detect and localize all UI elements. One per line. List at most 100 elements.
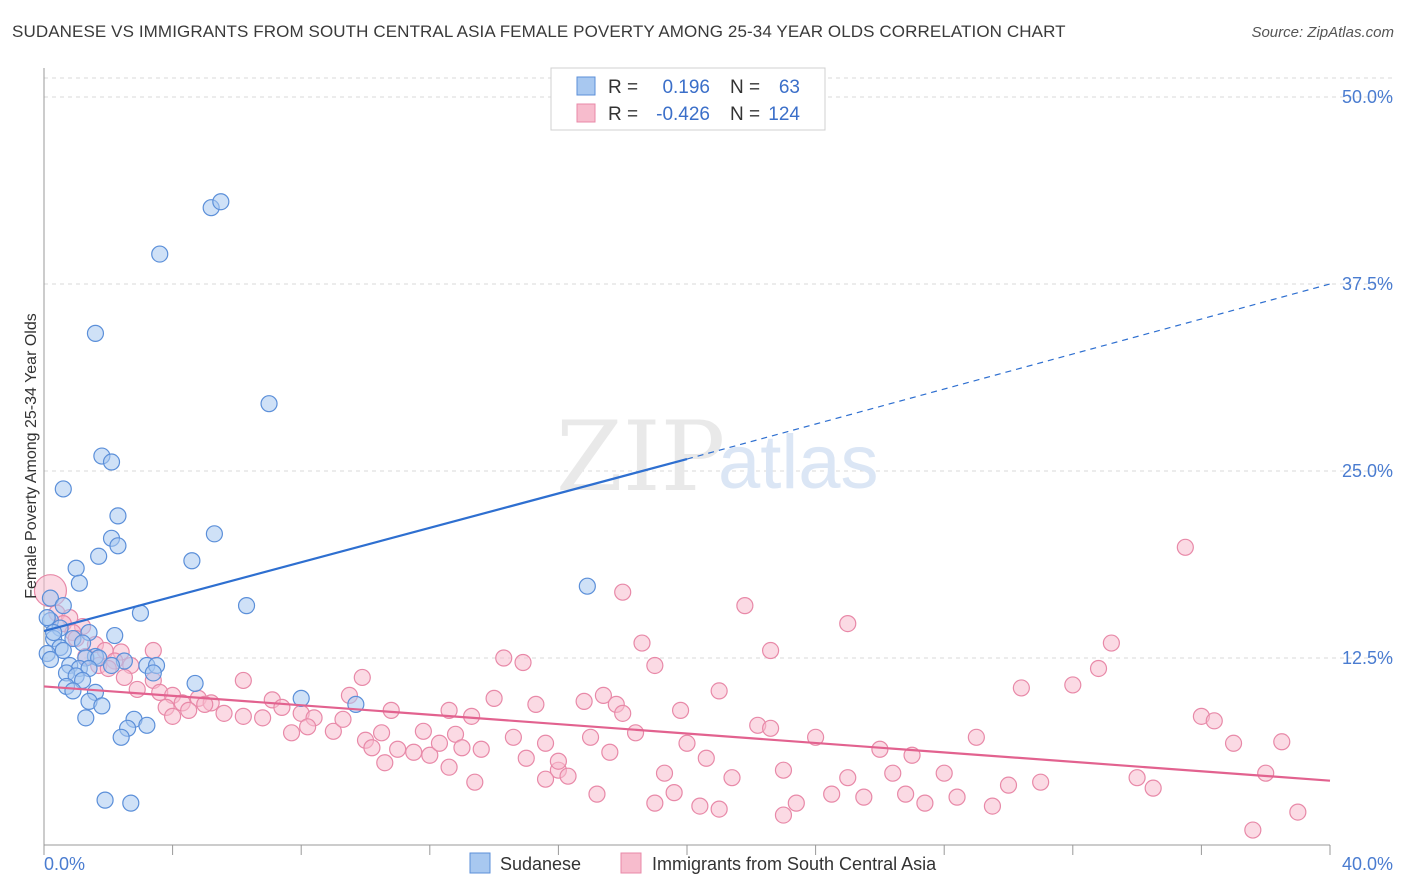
legend-swatch-pink bbox=[576, 103, 596, 123]
point-immigrants bbox=[1032, 773, 1050, 791]
point-immigrants bbox=[514, 653, 532, 672]
point-sudanese bbox=[77, 709, 95, 727]
point-sudanese bbox=[41, 589, 60, 607]
point-sudanese bbox=[138, 716, 156, 734]
point-immigrants bbox=[472, 740, 490, 758]
y-tick-label: 37.5% bbox=[1342, 274, 1393, 294]
point-immigrants bbox=[495, 649, 513, 667]
point-immigrants bbox=[678, 734, 696, 752]
point-sudanese bbox=[90, 547, 108, 565]
point-sudanese bbox=[186, 674, 204, 693]
point-immigrants bbox=[935, 764, 953, 782]
point-immigrants bbox=[376, 754, 394, 772]
point-immigrants bbox=[967, 728, 985, 746]
point-sudanese bbox=[64, 682, 82, 700]
point-immigrants bbox=[774, 806, 793, 824]
point-sudanese bbox=[54, 480, 72, 498]
point-sudanese bbox=[102, 656, 121, 675]
point-immigrants bbox=[671, 701, 690, 719]
bottom-legend-swatch-sudanese bbox=[469, 852, 491, 874]
point-immigrants bbox=[549, 752, 568, 770]
point-immigrants bbox=[871, 740, 889, 758]
trend-line-sudanese bbox=[43, 457, 688, 633]
point-immigrants bbox=[691, 797, 709, 815]
x-tick-label: 0.0% bbox=[44, 854, 85, 874]
legend-r-value-2: -0.426 bbox=[656, 104, 710, 125]
point-immigrants bbox=[363, 739, 381, 757]
point-immigrants bbox=[646, 656, 664, 675]
bottom-legend-swatch-immigrants bbox=[620, 852, 642, 874]
point-immigrants bbox=[128, 680, 146, 699]
point-immigrants bbox=[405, 743, 423, 761]
legend-n-value-2: 124 bbox=[768, 104, 800, 125]
point-immigrants bbox=[575, 692, 593, 710]
point-sudanese bbox=[144, 664, 162, 682]
point-sudanese bbox=[112, 728, 130, 746]
point-immigrants bbox=[440, 758, 458, 776]
point-sudanese bbox=[67, 559, 85, 577]
point-sudanese bbox=[38, 609, 56, 627]
point-immigrants bbox=[115, 668, 133, 687]
point-immigrants bbox=[353, 668, 371, 687]
point-immigrants bbox=[710, 682, 728, 700]
legend-r-label-1: R = bbox=[608, 77, 638, 98]
point-immigrants bbox=[1102, 634, 1120, 652]
point-immigrants bbox=[723, 769, 741, 787]
point-sudanese bbox=[205, 525, 223, 543]
point-immigrants bbox=[806, 728, 825, 746]
point-sudanese bbox=[106, 626, 124, 645]
point-immigrants bbox=[527, 695, 545, 713]
point-immigrants bbox=[254, 709, 272, 727]
point-immigrants bbox=[1128, 769, 1146, 787]
point-immigrants bbox=[839, 614, 857, 633]
point-sudanese bbox=[54, 641, 72, 660]
watermark-zip: ZIP bbox=[556, 401, 725, 513]
legend-r-value-1: 0.196 bbox=[662, 77, 710, 98]
point-sudanese bbox=[102, 453, 121, 471]
gridlines bbox=[44, 77, 1395, 659]
point-sudanese bbox=[109, 507, 127, 525]
trend-lines bbox=[43, 283, 1331, 782]
y-tick-labels: 12.5% 25.0% 37.5% 50.0% bbox=[1342, 87, 1393, 668]
point-sudanese bbox=[41, 650, 60, 669]
point-immigrants bbox=[485, 689, 503, 707]
y-tick-label: 50.0% bbox=[1342, 87, 1393, 107]
legend-swatch-blue bbox=[576, 76, 596, 96]
data-points bbox=[33, 193, 1307, 839]
point-immigrants bbox=[983, 797, 1002, 815]
y-tick-label: 25.0% bbox=[1342, 461, 1393, 481]
point-immigrants bbox=[215, 704, 233, 722]
point-sudanese bbox=[237, 597, 256, 615]
point-immigrants bbox=[324, 722, 342, 740]
point-sudanese bbox=[70, 574, 88, 592]
trend-line-sudanese-extrapolated bbox=[686, 283, 1331, 460]
point-immigrants bbox=[581, 728, 600, 746]
point-immigrants bbox=[655, 764, 674, 782]
axes bbox=[43, 68, 1331, 855]
point-immigrants bbox=[710, 800, 728, 818]
point-immigrants bbox=[1289, 803, 1307, 821]
point-sudanese bbox=[212, 193, 230, 211]
point-immigrants bbox=[916, 794, 934, 812]
point-immigrants bbox=[334, 710, 352, 728]
point-immigrants bbox=[736, 597, 754, 615]
legend-n-label-1: N = bbox=[730, 77, 760, 98]
point-sudanese bbox=[122, 794, 140, 812]
point-immigrants bbox=[839, 769, 857, 787]
point-immigrants bbox=[273, 698, 291, 716]
point-immigrants bbox=[614, 704, 632, 722]
point-immigrants bbox=[1176, 538, 1194, 556]
point-immigrants bbox=[559, 767, 577, 785]
point-sudanese bbox=[86, 324, 105, 342]
point-immigrants bbox=[594, 686, 613, 705]
legend-n-label-2: N = bbox=[730, 104, 760, 125]
point-immigrants bbox=[697, 749, 715, 767]
point-immigrants bbox=[299, 718, 317, 736]
point-immigrants bbox=[1089, 659, 1108, 678]
bottom-legend-sudanese: Sudanese bbox=[500, 854, 581, 874]
point-immigrants bbox=[536, 734, 555, 752]
point-immigrants bbox=[282, 724, 301, 742]
point-immigrants bbox=[1205, 712, 1223, 730]
point-immigrants bbox=[430, 734, 449, 752]
